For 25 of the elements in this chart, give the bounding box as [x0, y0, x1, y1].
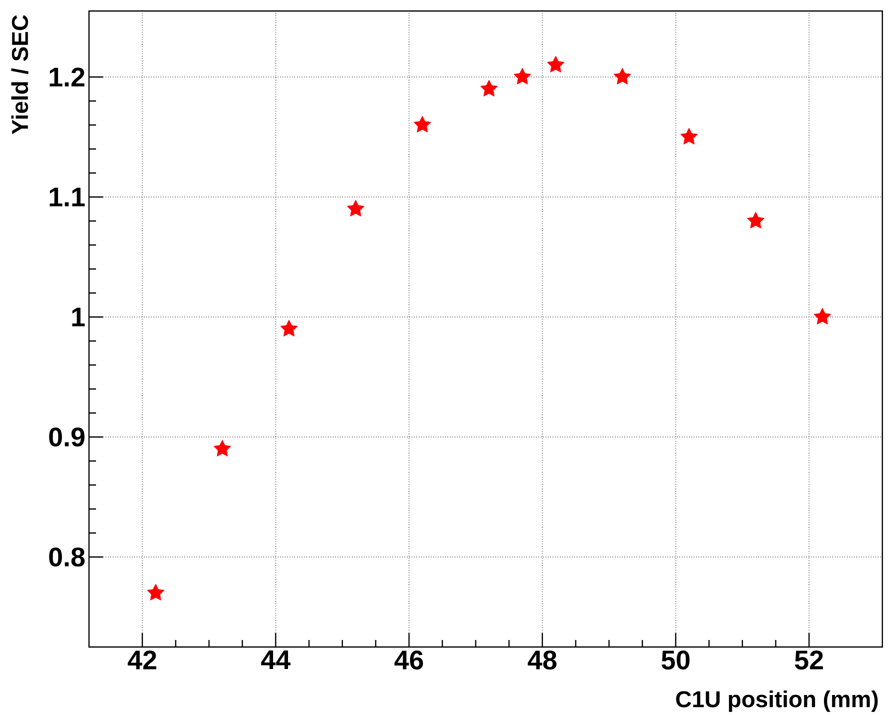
- point: [746, 212, 764, 228]
- y-tick-label: 0.8: [49, 547, 85, 567]
- point: [346, 200, 364, 216]
- x-tick-label: 52: [794, 650, 823, 670]
- x-tick-label: 50: [662, 650, 690, 670]
- point: [146, 584, 164, 600]
- x-axis-title: C1U position (mm): [676, 690, 878, 712]
- point: [480, 80, 498, 96]
- point: [680, 128, 698, 144]
- y-tick-label: 1: [72, 308, 85, 326]
- point: [514, 68, 532, 84]
- y-tick-label: 1.1: [50, 188, 85, 206]
- point: [546, 56, 564, 72]
- y-tick-label: 0.9: [49, 427, 84, 447]
- x-tick-label: 48: [528, 650, 556, 670]
- point: [614, 68, 632, 84]
- point: [414, 116, 432, 132]
- y-axis-title: Yield / SEC: [11, 15, 28, 134]
- y-tick-label: 1.2: [50, 68, 84, 86]
- point: [214, 440, 232, 456]
- x-tick-label: 46: [394, 650, 423, 670]
- point: [814, 308, 832, 324]
- x-tick-label: 44: [261, 650, 290, 670]
- point: [280, 320, 298, 336]
- x-tick-label: 42: [128, 650, 156, 670]
